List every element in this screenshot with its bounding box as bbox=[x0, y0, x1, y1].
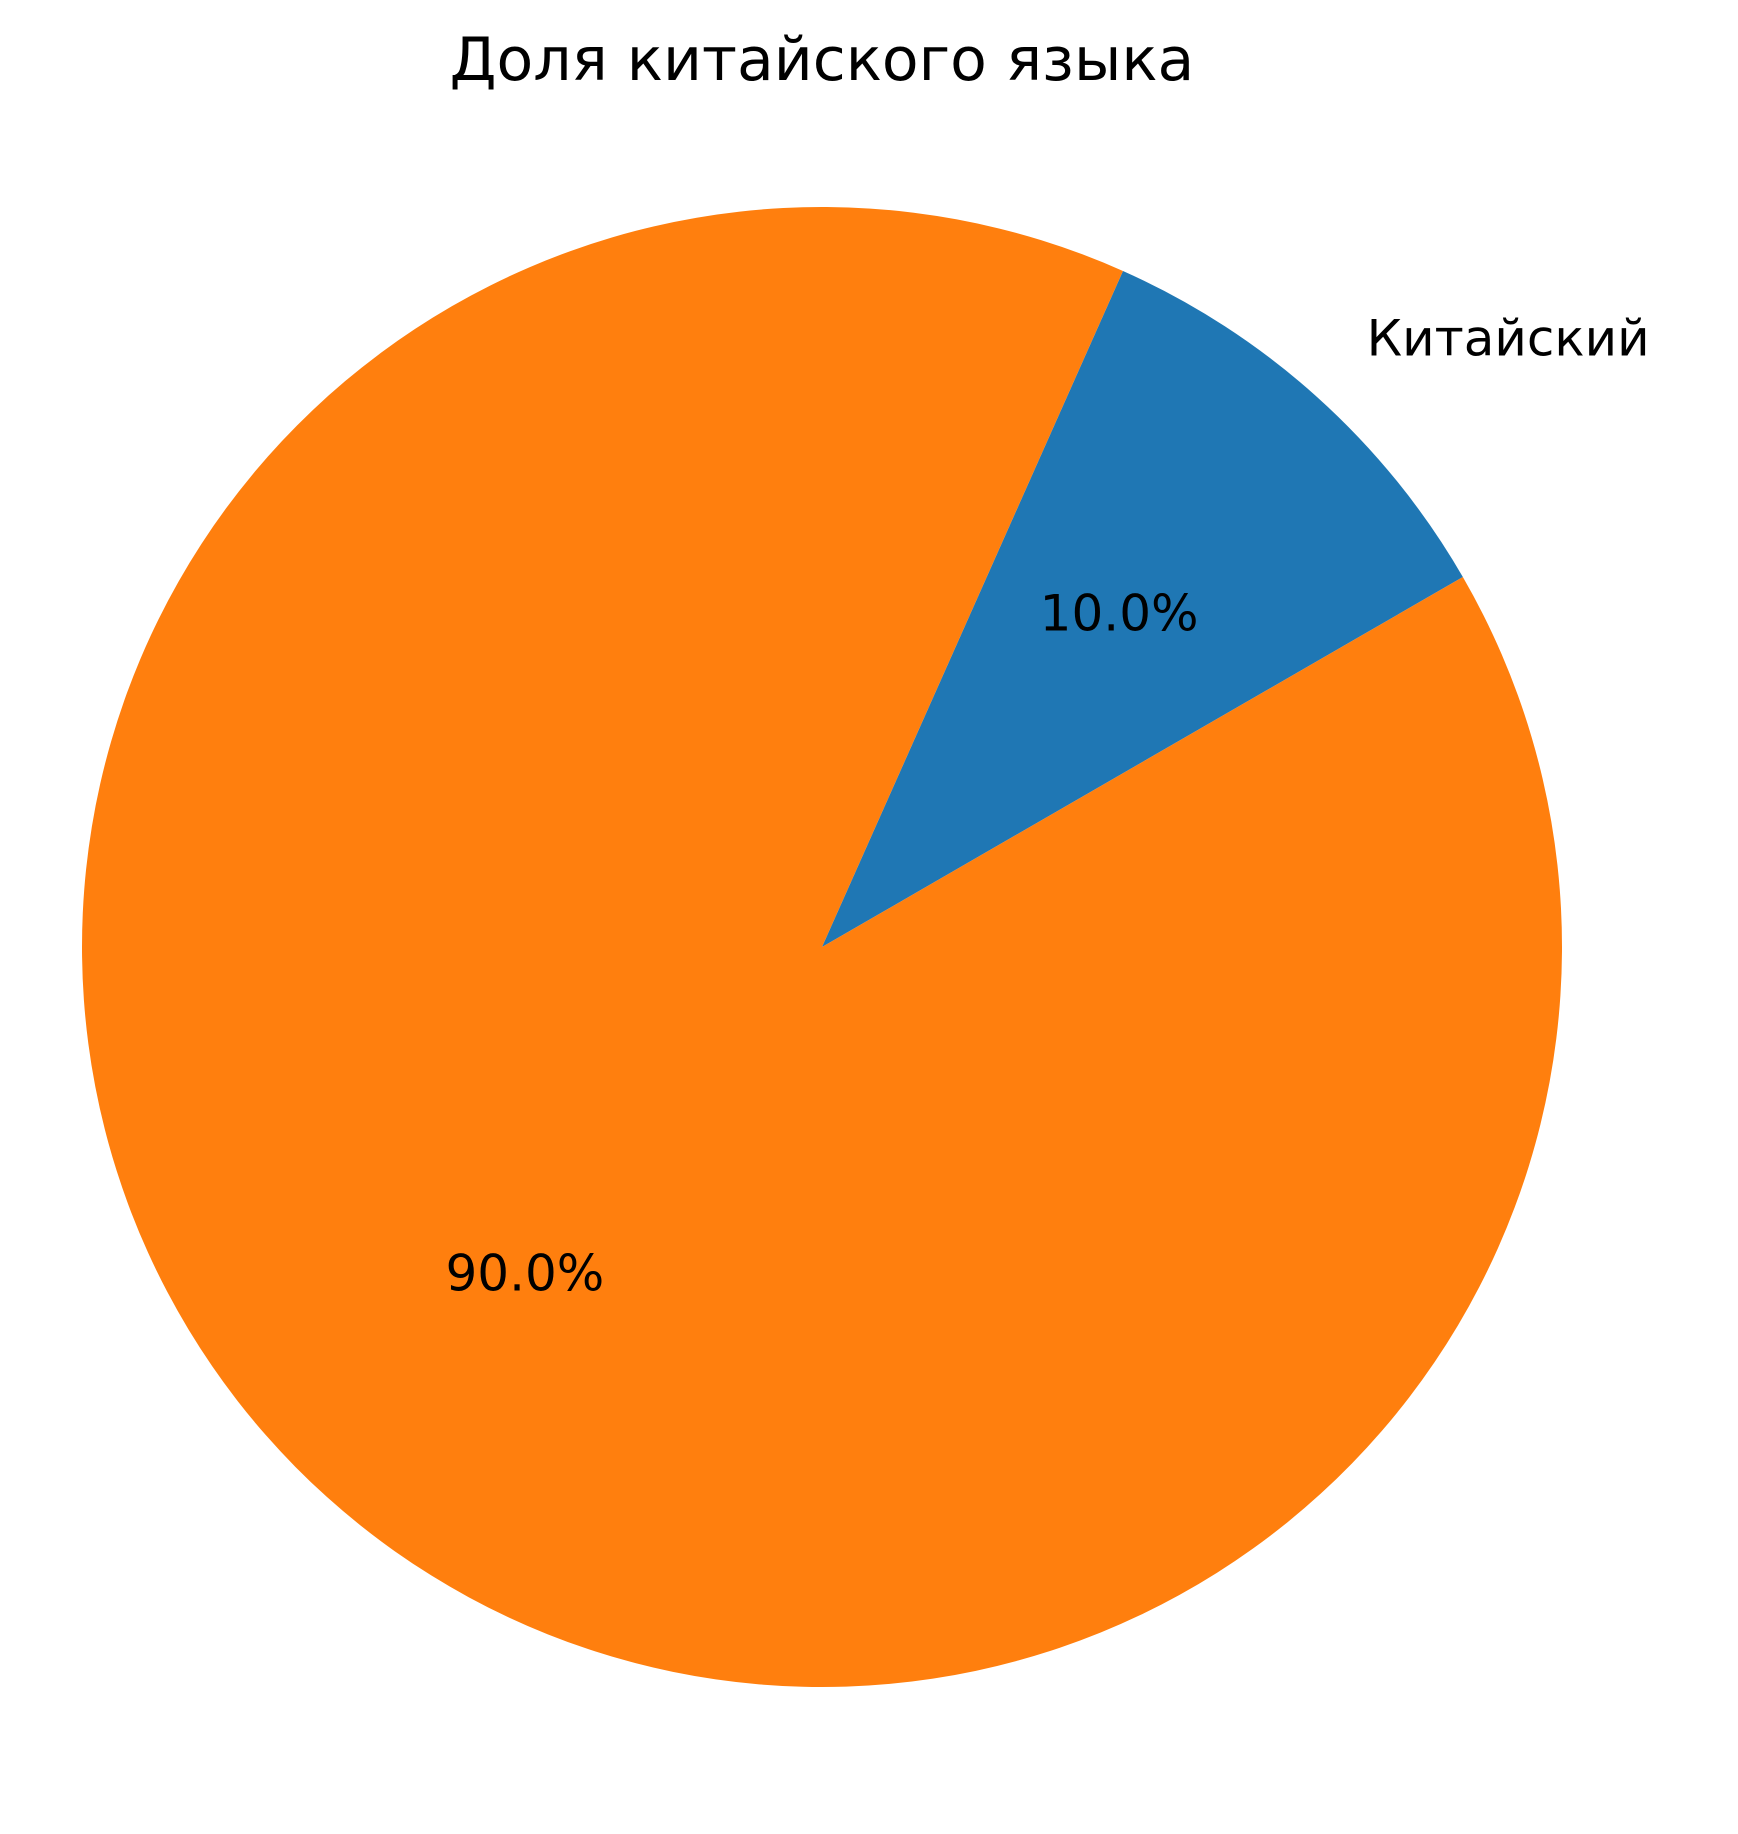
pie-slice-0 bbox=[822, 270, 1463, 948]
pie-pct-label-1: 90.0% bbox=[445, 1244, 604, 1302]
pie-slice-1 bbox=[82, 206, 1562, 1687]
pie-slices bbox=[82, 206, 1562, 1687]
chart-title: Доля китайского языка bbox=[450, 25, 1195, 95]
pie-category-label-0: Китайский bbox=[1367, 310, 1650, 368]
pie-labels: 10.0% Китайский 90.0% bbox=[445, 310, 1649, 1303]
pie-pct-label-0: 10.0% bbox=[1040, 585, 1199, 643]
